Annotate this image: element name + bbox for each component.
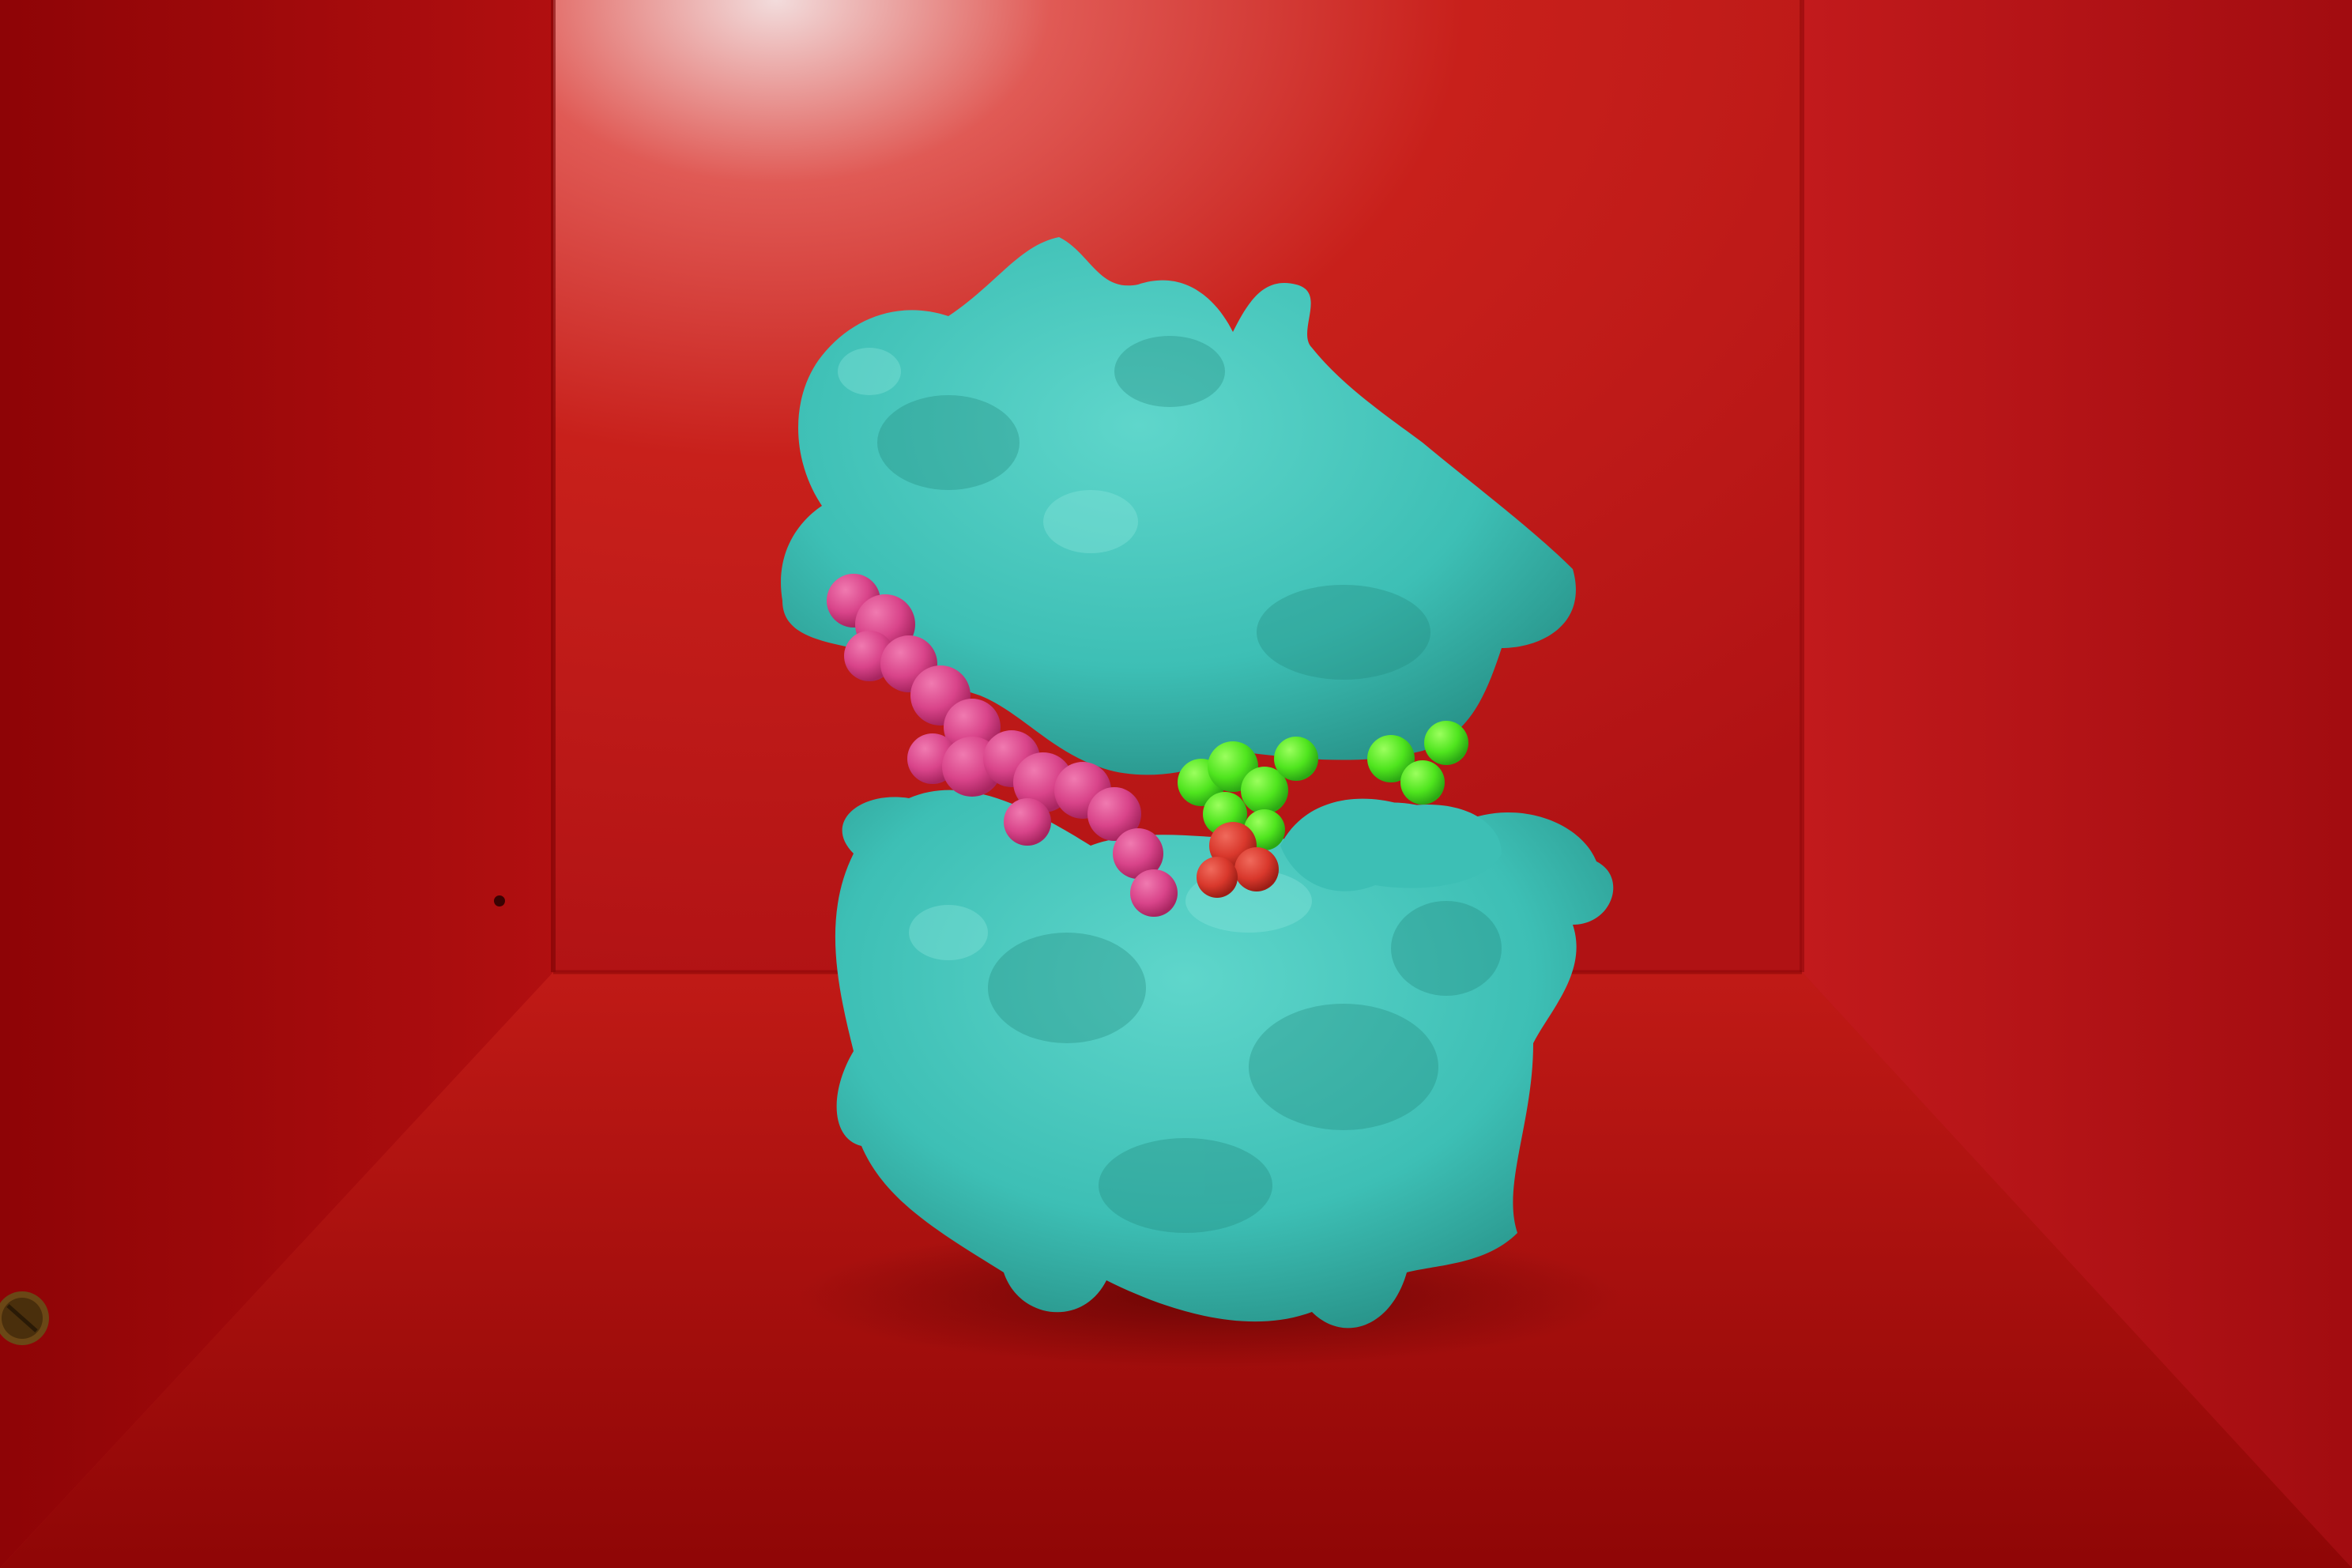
green-ligand [1178,721,1468,850]
small-hole [494,895,505,906]
protein-cleft-front [1280,798,1502,891]
protein-lower-lobe [835,790,1614,1329]
right-wall [1802,0,2352,1568]
screw-icon [0,1291,49,1345]
red-ligand [1197,822,1279,898]
left-wall [0,0,553,1568]
protein-model [781,237,1614,1329]
protein-upper-lobe [781,237,1576,775]
pink-ligand [827,574,1178,917]
